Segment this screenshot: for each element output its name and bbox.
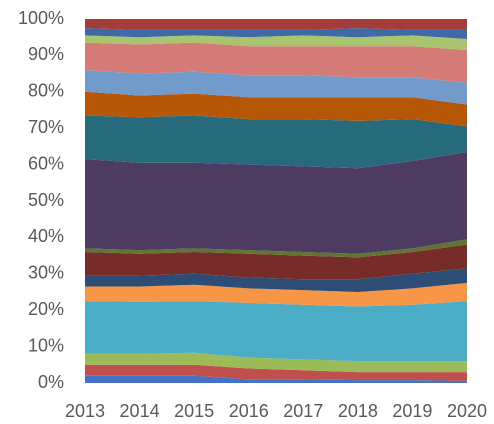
y-tick-label: 20% [28,299,64,319]
area [85,244,467,280]
x-tick-label: 2015 [174,401,214,421]
area [85,239,467,258]
area [85,69,467,105]
area [85,151,467,254]
x-tick-label: 2014 [120,401,160,421]
area [85,268,467,292]
area [85,115,467,169]
area [85,364,467,381]
x-tick-label: 2017 [283,401,323,421]
y-tick-label: 90% [28,44,64,64]
y-tick-label: 40% [28,226,64,246]
x-tick-label: 2018 [338,401,378,421]
y-tick-label: 60% [28,153,64,173]
area [85,91,467,127]
x-tick-label: 2019 [392,401,432,421]
y-tick-label: 30% [28,263,64,283]
area [85,301,467,362]
area [85,352,467,373]
x-tick-label: 2016 [229,401,269,421]
area [85,282,467,307]
y-tick-label: 0% [38,372,64,392]
y-tick-label: 100% [18,8,64,28]
area [85,28,467,40]
area [85,35,467,50]
y-tick-label: 70% [28,117,64,137]
x-tick-label: 2013 [65,401,105,421]
y-tick-label: 80% [28,81,64,101]
x-tick-label: 2020 [447,401,487,421]
area [85,42,467,83]
area [85,19,467,30]
y-tick-label: 10% [28,335,64,355]
y-tick-label: 50% [28,190,64,210]
